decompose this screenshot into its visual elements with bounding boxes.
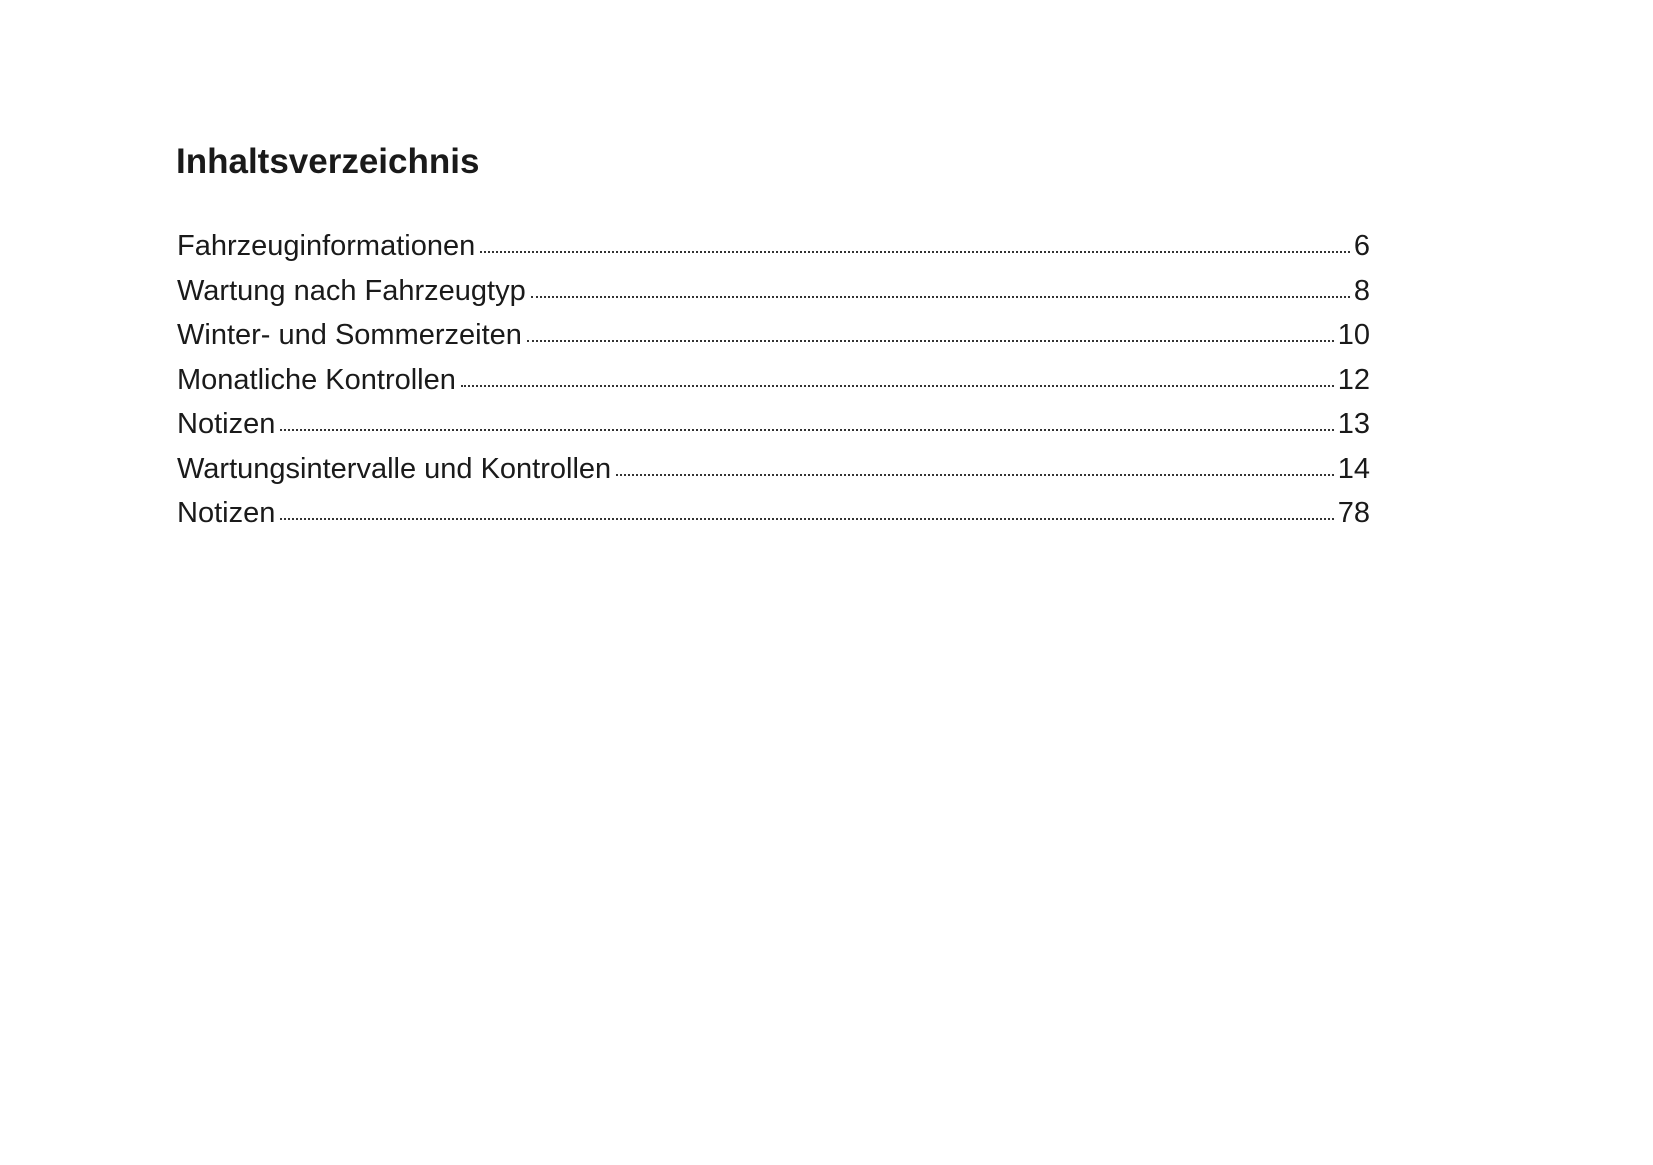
toc-entry-label: Notizen — [177, 497, 276, 529]
page-title: Inhaltsverzeichnis — [176, 142, 480, 181]
toc-entry-page: 6 — [1353, 230, 1370, 262]
toc-entry-page: 10 — [1337, 319, 1370, 351]
toc-entry-page: 13 — [1337, 408, 1370, 440]
toc-entry-page: 8 — [1353, 274, 1370, 307]
toc-entry[interactable]: Monatliche Kontrollen 12 — [177, 364, 1370, 409]
toc-entry-label: Wartung nach Fahrzeugtyp — [177, 274, 526, 307]
toc-entry[interactable]: Wartung nach Fahrzeugtyp 8 — [177, 275, 1370, 320]
toc-entry-label: Wartungsintervalle und Kontrollen — [177, 452, 612, 485]
toc-entry[interactable]: Fahrzeuginformationen 6 — [177, 230, 1370, 275]
toc-entry-label: Monatliche Kontrollen — [177, 363, 456, 396]
toc-entry[interactable]: Notizen 78 — [177, 497, 1370, 542]
toc-entry-page: 78 — [1337, 497, 1370, 529]
dot-leader — [280, 518, 1334, 520]
dot-leader — [460, 384, 1334, 387]
toc-entry[interactable]: Notizen 13 — [177, 408, 1370, 453]
toc-entry-page: 14 — [1337, 452, 1370, 485]
dot-leader — [526, 340, 1334, 342]
toc-entry[interactable]: Winter- und Sommerzeiten 10 — [177, 319, 1370, 364]
toc-entry-page: 12 — [1337, 363, 1370, 396]
dot-leader — [616, 473, 1334, 476]
toc-entry-label: Fahrzeuginformationen — [177, 230, 476, 262]
toc-entry-label: Notizen — [177, 408, 276, 440]
toc-entry-label: Winter- und Sommerzeiten — [177, 319, 522, 351]
table-of-contents: Fahrzeuginformationen 6 Wartung nach Fahr… — [177, 230, 1370, 542]
dot-leader — [480, 251, 1350, 253]
toc-entry[interactable]: Wartungsintervalle und Kontrollen 14 — [177, 453, 1370, 498]
dot-leader — [530, 295, 1350, 298]
dot-leader — [280, 429, 1334, 431]
